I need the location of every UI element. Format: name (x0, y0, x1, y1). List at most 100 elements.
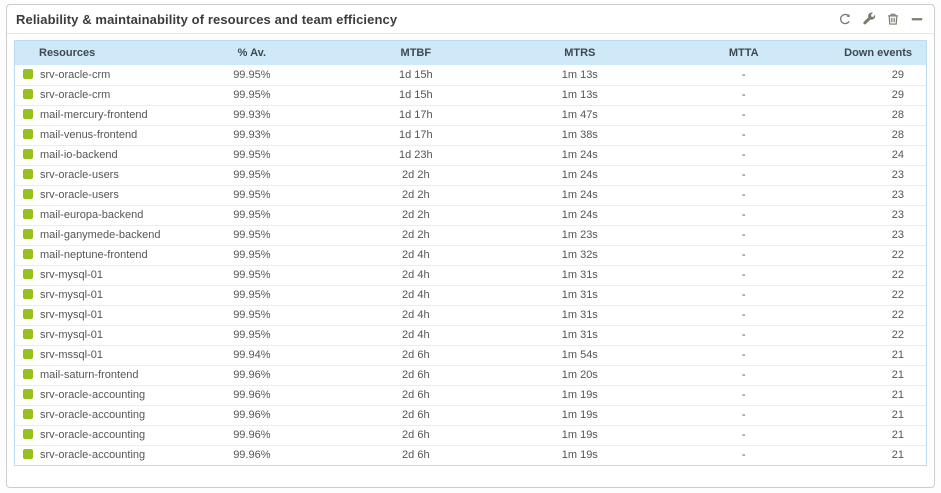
resource-name: srv-oracle-crm (40, 68, 111, 81)
trash-icon (886, 12, 900, 26)
minimize-button[interactable] (909, 12, 924, 27)
status-up-icon (23, 449, 33, 460)
table-row[interactable]: srv-mysql-01 99.95% 2d 4h 1m 31s - 22 (15, 324, 926, 345)
mtrs-value: 1m 13s (561, 68, 598, 81)
resource-name: srv-mysql-01 (40, 289, 103, 301)
status-up-icon (23, 189, 33, 199)
mtrs-value: 1m 31s (497, 324, 662, 345)
mtbf-value: 1d 15h (398, 68, 433, 81)
table-row[interactable]: mail-ganymede-backend 99.95% 2d 2h 1m 23… (15, 224, 926, 245)
table-header-row: Resources % Av. MTBF MTRS MTTA Down even… (15, 41, 926, 65)
mtta-value: - (661, 124, 826, 145)
mtta-value: - (661, 344, 826, 365)
resource-cell: srv-mysql-01 (15, 264, 170, 285)
wrench-icon (862, 12, 876, 26)
resource-cell: srv-mysql-01 (15, 284, 170, 305)
mtta-value: - (661, 164, 826, 185)
table-row[interactable]: srv-oracle-accounting 99.96% 2d 6h 1m 19… (15, 384, 926, 405)
mtbf-value: 2d 2h (333, 164, 498, 185)
down-events-value: 23 (825, 204, 926, 225)
table-row[interactable]: srv-oracle-accounting 99.96% 2d 6h 1m 19… (15, 444, 926, 465)
mtta-value: - (661, 84, 826, 105)
resource-name: mail-ganymede-backend (40, 229, 161, 241)
table-row[interactable]: srv-mysql-01 99.95% 2d 4h 1m 31s - 22 (15, 284, 926, 305)
availability-value: 99.95% (169, 284, 334, 305)
availability-value: 99.94% (169, 344, 334, 365)
down-events-value: 22 (825, 244, 926, 265)
mtrs-value: 1m 38s (497, 124, 662, 145)
mtbf-value: 2d 6h (333, 404, 498, 425)
table-row[interactable]: srv-mysql-01 99.95% 2d 4h 1m 31s - 22 (15, 304, 926, 325)
mtta-value: - (661, 204, 826, 225)
availability-value: 99.96% (169, 384, 334, 405)
resource-cell: srv-oracle-users (15, 184, 170, 205)
mtrs-value: 1m 24s (497, 184, 662, 205)
mtbf-value: 1d 17h (333, 104, 498, 125)
resource-name: srv-mysql-01 (40, 309, 103, 321)
mtta-value: - (661, 384, 826, 405)
status-up-icon (23, 289, 33, 299)
mtta-value: - (661, 364, 826, 385)
table-row[interactable]: srv-oracle-accounting 99.96% 2d 6h 1m 19… (15, 404, 926, 425)
resource-cell: mail-io-backend (15, 144, 170, 165)
table-row[interactable]: srv-oracle-users 99.95% 2d 2h 1m 24s - 2… (15, 184, 926, 205)
table-row[interactable]: srv-oracle-users 99.95% 2d 2h 1m 24s - 2… (15, 164, 926, 185)
availability-value: 99.96% (169, 404, 334, 425)
mtrs-value: 1m 31s (497, 264, 662, 285)
table-row[interactable]: srv-oracle-accounting 99.96% 2d 6h 1m 19… (15, 424, 926, 445)
settings-button[interactable] (861, 12, 876, 27)
status-up-icon (23, 269, 33, 279)
mtbf-value: 2d 4h (333, 304, 498, 325)
table-row[interactable]: srv-oracle-crm 99.95% 1d 15h 1m 13s - 29 (15, 84, 926, 105)
mtta-value: - (661, 104, 826, 125)
down-events-value: 23 (825, 224, 926, 245)
refresh-button[interactable] (837, 12, 852, 27)
resource-name: srv-mysql-01 (40, 269, 103, 281)
table-row[interactable]: mail-neptune-frontend 99.95% 2d 4h 1m 32… (15, 244, 926, 265)
availability-value: 99.95% (169, 204, 334, 225)
status-up-icon (23, 229, 33, 239)
resource-name: srv-oracle-crm (40, 89, 111, 101)
mtta-value: - (661, 304, 826, 325)
down-events-value: 21 (825, 384, 926, 405)
resource-name: srv-mysql-01 (40, 329, 103, 341)
mtbf-value: 2d 4h (333, 264, 498, 285)
table-row[interactable]: mail-europa-backend 99.95% 2d 2h 1m 24s … (15, 204, 926, 225)
mtbf-value: 2d 2h (333, 224, 498, 245)
table-row[interactable]: srv-oracle-crm 99.95% 1d 15h 1m 13s - 29 (15, 65, 926, 85)
mtrs-value: 1m 31s (497, 304, 662, 325)
mtta-value: - (661, 324, 826, 345)
availability-value: 99.95% (169, 184, 334, 205)
table-row[interactable]: mail-mercury-frontend 99.93% 1d 17h 1m 4… (15, 104, 926, 125)
table-row[interactable]: mail-venus-frontend 99.93% 1d 17h 1m 38s… (15, 124, 926, 145)
column-header: MTTA (728, 47, 759, 59)
status-up-icon (23, 249, 33, 259)
resource-name: srv-oracle-users (40, 169, 119, 181)
availability-value: 99.95% (169, 224, 334, 245)
down-events-value: 21 (825, 424, 926, 445)
status-up-icon (23, 429, 33, 439)
table-row[interactable]: mail-saturn-frontend 99.96% 2d 6h 1m 20s… (15, 364, 926, 385)
availability-value: 99.96% (169, 444, 334, 465)
status-up-icon (23, 109, 33, 119)
mtta-value: - (741, 68, 746, 81)
status-up-icon (23, 369, 33, 379)
table-row[interactable]: srv-mssql-01 99.94% 2d 6h 1m 54s - 21 (15, 344, 926, 365)
resource-name: mail-europa-backend (40, 209, 144, 221)
status-up-icon (23, 68, 33, 79)
resource-name: srv-oracle-accounting (40, 449, 146, 462)
resource-name: mail-venus-frontend (40, 129, 138, 141)
mtbf-value: 1d 23h (333, 144, 498, 165)
availability-value: 99.95% (169, 324, 334, 345)
resource-name: mail-saturn-frontend (40, 369, 139, 381)
table-row[interactable]: srv-mysql-01 99.95% 2d 4h 1m 31s - 22 (15, 264, 926, 285)
mtta-value: - (661, 264, 826, 285)
mtta-value: - (661, 184, 826, 205)
down-events-value: 21 (825, 344, 926, 365)
delete-button[interactable] (885, 12, 900, 27)
down-events-value: 22 (825, 304, 926, 325)
table-row[interactable]: mail-io-backend 99.95% 1d 23h 1m 24s - 2… (15, 144, 926, 165)
availability-value: 99.95% (233, 68, 271, 81)
availability-value: 99.95% (169, 84, 334, 105)
mtrs-value: 1m 47s (497, 104, 662, 125)
